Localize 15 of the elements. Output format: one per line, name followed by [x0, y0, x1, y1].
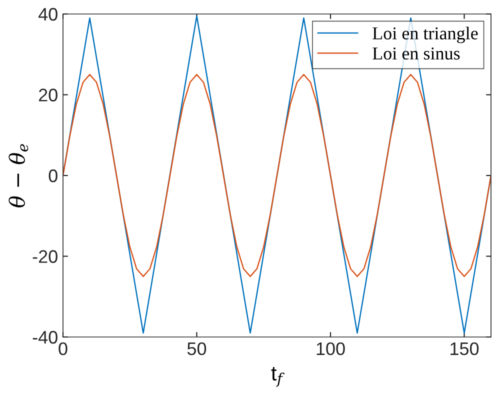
y-tick-label: 40 [38, 8, 58, 21]
legend-label: Loi en sinus [372, 47, 460, 60]
y-tick-label: -40 [32, 330, 58, 344]
y-tick-label: 20 [38, 88, 58, 102]
x-tick-label: 100 [316, 342, 345, 356]
y-axis-title: θ − θ$_{e}$ [8, 144, 28, 208]
x-tick-label: 50 [187, 342, 206, 356]
line-series [63, 74, 491, 278]
x-tick-label: 150 [450, 342, 479, 356]
y-tick-label: 0 [48, 169, 58, 182]
x-axis-title: t$_{f}$ [271, 367, 284, 387]
x-tick-label: 0 [58, 342, 68, 356]
legend-label: Loi en triangle [372, 26, 478, 44]
y-tick-label: -20 [32, 250, 58, 263]
line-series [63, 15, 491, 334]
